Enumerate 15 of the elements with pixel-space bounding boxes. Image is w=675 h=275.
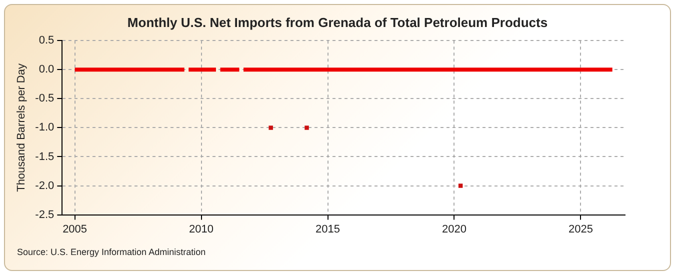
y-tick-label: -1.0	[35, 122, 54, 134]
source-note: Source: U.S. Energy Information Administration	[17, 247, 206, 257]
y-tick-label: -2.5	[35, 208, 54, 221]
x-tick-label: 2010	[189, 223, 214, 236]
y-tick-label: -2.0	[35, 180, 54, 192]
y-tick-label: -0.5	[35, 92, 54, 105]
y-tick-label: -1.5	[35, 150, 54, 163]
x-tick-label: 2020	[442, 223, 466, 236]
x-tick-label: 2025	[568, 223, 593, 236]
y-axis-title: Thousand Barrels per Day	[16, 63, 28, 192]
x-tick-label: 2005	[62, 223, 88, 236]
y-tick-label: 0.5	[38, 34, 54, 47]
chart-title: Monthly U.S. Net Imports from Grenada of Total Petroleum Products	[126, 15, 549, 30]
x-tick-label: 2015	[316, 223, 340, 236]
y-tick-label: 0.0	[38, 64, 54, 76]
